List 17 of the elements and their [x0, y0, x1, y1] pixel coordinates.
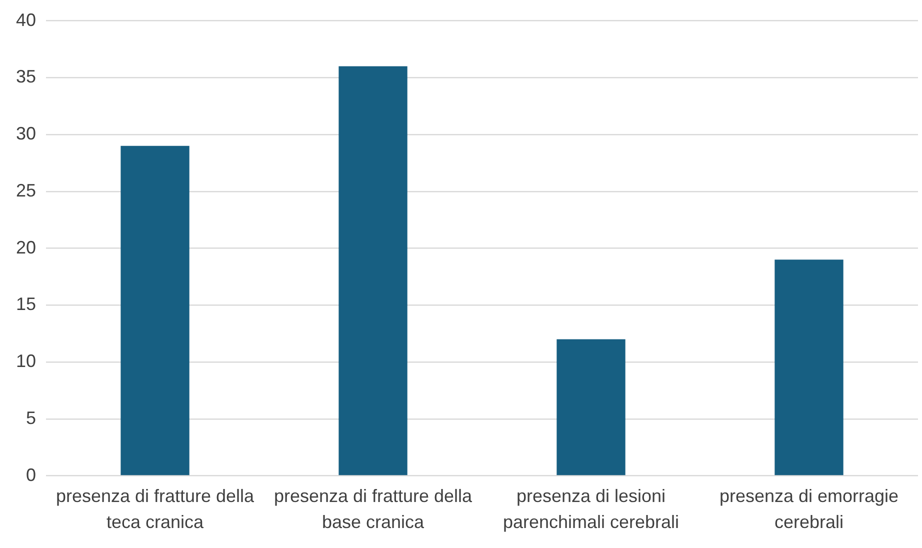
bar [338, 66, 408, 476]
y-tick-label: 30 [16, 124, 36, 144]
x-tick-label: presenza di lesioni parenchimali cerebrali [502, 486, 680, 532]
y-tick-label: 0 [26, 464, 36, 485]
y-tick-label: 10 [16, 351, 36, 372]
x-tick-label: presenza di emorragie cerebrali [719, 486, 899, 532]
y-tick-label: 40 [16, 10, 36, 30]
y-tick-label: 35 [16, 66, 36, 87]
x-tick-label: presenza di fratture della base cranica [274, 486, 474, 532]
y-tick-label: 5 [26, 408, 36, 428]
bar [120, 146, 190, 476]
bar [774, 260, 844, 476]
y-tick-label: 15 [16, 294, 36, 314]
y-tick-label: 25 [16, 180, 36, 200]
bar [556, 339, 626, 476]
y-tick-label: 20 [16, 237, 36, 258]
x-tick-label: presenza di fratture della teca cranica [56, 486, 256, 532]
